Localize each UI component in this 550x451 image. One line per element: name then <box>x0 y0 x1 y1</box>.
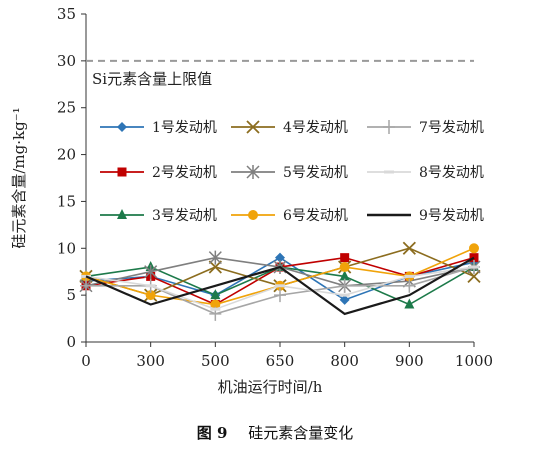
legend-marker <box>248 210 258 220</box>
x-tick-label: 300 <box>136 352 165 370</box>
data-point <box>274 288 286 303</box>
series-line <box>85 256 475 316</box>
reference-line-label: Si元素含量上限值 <box>92 70 212 88</box>
data-point <box>210 299 221 310</box>
legend-label: 2号发动机 <box>152 165 217 181</box>
legend-marker <box>117 209 127 219</box>
legend-label: 5号发动机 <box>283 165 348 181</box>
data-point <box>208 260 222 274</box>
figure-title: 硅元素含量变化 <box>248 424 354 442</box>
y-tick-label: 5 <box>66 286 76 304</box>
x-tick-label: 800 <box>330 352 359 370</box>
data-point <box>144 264 158 279</box>
data-point <box>402 241 416 255</box>
legend-marker <box>383 120 395 134</box>
legend-item: 4号发动机 <box>231 120 348 136</box>
legend-item: 8号发动机 <box>367 165 484 181</box>
legend-item: 7号发动机 <box>367 120 484 136</box>
y-axis-label: 硅元素含量/mg·kg⁻¹ <box>10 107 28 248</box>
x-tick-label: 900 <box>395 352 424 370</box>
data-point <box>208 250 222 265</box>
legend-marker <box>117 122 127 132</box>
x-tick-label: 650 <box>266 352 295 370</box>
data-point <box>339 270 350 281</box>
legend-label: 7号发动机 <box>419 120 484 136</box>
data-point <box>469 243 479 254</box>
axes <box>81 13 475 347</box>
series-9 <box>85 256 475 316</box>
data-point <box>339 294 350 305</box>
x-tick-labels: 0 300 500 650 800 900 1000 <box>81 352 493 370</box>
y-tick-label: 10 <box>57 239 76 257</box>
y-tick-label: 0 <box>66 333 76 351</box>
y-tick-label: 25 <box>57 99 76 117</box>
data-point <box>467 269 481 284</box>
y-tick-label: 30 <box>57 52 76 70</box>
series-8 <box>81 265 479 311</box>
legend-item: 1号发动机 <box>100 120 217 136</box>
legend-marker <box>246 120 260 134</box>
chart-svg: 0 5 10 15 20 25 30 35 0 300 500 650 800 900 1000 Si元素… <box>10 5 493 396</box>
figure-number: 图 9 <box>196 424 228 442</box>
data-point <box>404 298 415 309</box>
legend-item: 6号发动机 <box>231 208 348 224</box>
legend-item: 9号发动机 <box>367 208 484 224</box>
data-point <box>275 252 285 263</box>
data-point <box>145 290 156 301</box>
y-tick-label: 20 <box>57 146 76 164</box>
legend-label: 9号发动机 <box>419 208 484 224</box>
data-point <box>339 262 350 273</box>
data-point <box>338 278 351 293</box>
y-tick-label: 15 <box>57 192 76 210</box>
legend-marker <box>117 167 127 177</box>
legend-label: 1号发动机 <box>152 120 217 136</box>
data-point <box>340 253 350 263</box>
y-tick-label: 35 <box>57 5 76 23</box>
y-tick-labels: 0 5 10 15 20 25 30 35 <box>57 5 76 351</box>
data-point <box>210 289 221 300</box>
legend-label: 6号发动机 <box>283 208 348 224</box>
x-tick-label: 0 <box>81 352 91 370</box>
x-tick-label: 500 <box>201 352 230 370</box>
legend-label: 8号发动机 <box>419 165 484 181</box>
series-group <box>79 241 481 321</box>
data-point <box>80 278 92 293</box>
legend: 1号发动机 2号发动机 3号发动机 4号发动机 5号发动机 6号发动机 7号发动机 8号发动机… <box>100 120 484 224</box>
x-axis-label: 机油运行时间/h <box>218 378 323 396</box>
figure-caption: 图 9 硅元素含量变化 <box>0 422 550 443</box>
legend-item: 3号发动机 <box>100 208 217 224</box>
legend-item: 2号发动机 <box>100 165 217 181</box>
data-point <box>403 278 416 293</box>
legend-label: 3号发动机 <box>152 208 217 224</box>
legend-item: 5号发动机 <box>231 165 348 181</box>
legend-marker <box>246 165 260 179</box>
legend-label: 4号发动机 <box>283 120 348 136</box>
x-tick-label: 1000 <box>455 352 493 370</box>
